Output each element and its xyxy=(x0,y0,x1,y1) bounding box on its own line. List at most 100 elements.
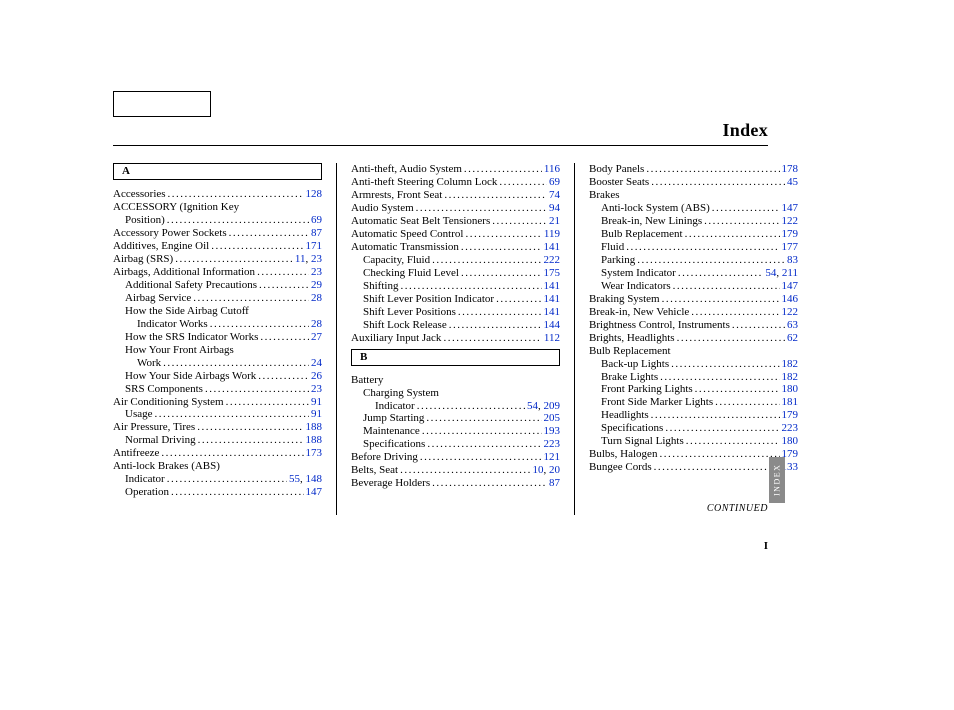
page-link[interactable]: 119 xyxy=(544,228,560,240)
page-link[interactable]: 63 xyxy=(787,319,798,331)
page-link[interactable]: 141 xyxy=(544,293,561,305)
page-link[interactable]: 223 xyxy=(544,438,561,450)
leader-dots xyxy=(426,412,541,425)
page-link[interactable]: 54 xyxy=(527,400,538,412)
index-entry: Headlights179 xyxy=(589,409,798,422)
page-link[interactable]: 147 xyxy=(782,202,799,214)
leader-dots xyxy=(492,215,547,228)
page-link[interactable]: 87 xyxy=(549,477,560,489)
page-link[interactable]: 27 xyxy=(311,331,322,343)
page-link[interactable]: 209 xyxy=(544,400,561,412)
index-entry-pages: 54, 209 xyxy=(525,400,560,413)
page-link[interactable]: 147 xyxy=(306,486,323,498)
index-entry: How Your Side Airbags Work26 xyxy=(113,370,322,383)
page-link[interactable]: 128 xyxy=(306,188,323,200)
index-entry: Audio System94 xyxy=(351,202,560,215)
page-link[interactable]: 211 xyxy=(782,267,798,279)
page-link[interactable]: 205 xyxy=(544,412,561,424)
page-link[interactable]: 91 xyxy=(311,396,322,408)
page-link[interactable]: 23 xyxy=(311,253,322,265)
page-link[interactable]: 28 xyxy=(311,292,322,304)
index-entry-label: Booster Seats xyxy=(589,176,651,189)
leader-dots xyxy=(171,486,304,499)
index-entry-label: Shift Lever Position Indicator xyxy=(363,293,496,306)
leader-dots xyxy=(259,279,309,292)
page-link[interactable]: 147 xyxy=(782,280,799,292)
leader-dots xyxy=(422,425,542,438)
index-entry-label: Normal Driving xyxy=(125,434,198,447)
page-link[interactable]: 141 xyxy=(544,241,561,253)
page-link[interactable]: 222 xyxy=(544,254,561,266)
page-link[interactable]: 182 xyxy=(782,358,799,370)
index-entry: Beverage Holders87 xyxy=(351,477,560,490)
index-entry-label: Fluid xyxy=(601,241,626,254)
index-entry: Anti-theft, Audio System116 xyxy=(351,163,560,176)
page-link[interactable]: 122 xyxy=(782,306,799,318)
page-link[interactable]: 148 xyxy=(306,473,323,485)
page-link[interactable]: 24 xyxy=(311,357,322,369)
leader-dots xyxy=(449,319,542,332)
page-title: Index xyxy=(722,120,768,141)
index-entry-pages: 188 xyxy=(304,421,323,434)
page-link[interactable]: 188 xyxy=(306,434,323,446)
page-link[interactable]: 188 xyxy=(306,421,323,433)
page-link[interactable]: 45 xyxy=(787,176,798,188)
page-link[interactable]: 94 xyxy=(549,202,560,214)
page-link[interactable]: 20 xyxy=(549,464,560,476)
page-link[interactable]: 23 xyxy=(311,266,322,278)
page-link[interactable]: 69 xyxy=(549,176,560,188)
page-link[interactable]: 173 xyxy=(306,447,323,459)
page-link[interactable]: 62 xyxy=(787,332,798,344)
page-link[interactable]: 69 xyxy=(311,214,322,226)
page-link[interactable]: 223 xyxy=(782,422,799,434)
page-link[interactable]: 177 xyxy=(782,241,799,253)
page-link[interactable]: 74 xyxy=(549,189,560,201)
index-entry-pages: 45 xyxy=(785,176,798,189)
index-entry-pages: 69 xyxy=(309,214,322,227)
page-link[interactable]: 121 xyxy=(544,451,561,463)
page-link[interactable]: 171 xyxy=(306,240,323,252)
page-link[interactable]: 26 xyxy=(311,370,322,382)
page-link[interactable]: 28 xyxy=(311,318,322,330)
index-entry: Airbag Service28 xyxy=(113,292,322,305)
index-entry: Maintenance193 xyxy=(351,425,560,438)
index-entry-label: Accessories xyxy=(113,188,168,201)
page-link[interactable]: 146 xyxy=(782,293,799,305)
index-entry-label: ACCESSORY (Ignition Key xyxy=(113,201,241,214)
page-link[interactable]: 55 xyxy=(289,473,300,485)
index-entry-label: Auxiliary Input Jack xyxy=(351,332,443,345)
page-link[interactable]: 175 xyxy=(544,267,561,279)
page-link[interactable]: 141 xyxy=(544,306,561,318)
page-link[interactable]: 23 xyxy=(311,383,322,395)
index-entry-label: Air Conditioning System xyxy=(113,396,226,409)
page-link[interactable]: 54 xyxy=(765,267,776,279)
index-entry-pages: 128 xyxy=(304,188,323,201)
leader-dots xyxy=(167,473,287,486)
page-link[interactable]: 178 xyxy=(782,163,799,175)
page-link[interactable]: 193 xyxy=(544,425,561,437)
leader-dots xyxy=(155,408,310,421)
page-link[interactable]: 141 xyxy=(544,280,561,292)
page-link[interactable]: 29 xyxy=(311,279,322,291)
page-link[interactable]: 144 xyxy=(544,319,561,331)
leader-dots xyxy=(465,228,541,241)
page-link[interactable]: 21 xyxy=(549,215,560,227)
page-link[interactable]: 83 xyxy=(787,254,798,266)
index-entry: Additional Safety Precautions29 xyxy=(113,279,322,292)
page-link[interactable]: 87 xyxy=(311,227,322,239)
page-link[interactable]: 179 xyxy=(782,409,799,421)
page-link[interactable]: 180 xyxy=(782,383,799,395)
page-link[interactable]: 112 xyxy=(544,332,560,344)
page-link[interactable]: 10 xyxy=(533,464,544,476)
page-link[interactable]: 179 xyxy=(782,228,799,240)
index-entry: Anti-lock Brakes (ABS) xyxy=(113,460,322,473)
index-entry-label: Shifting xyxy=(363,280,400,293)
page-link[interactable]: 181 xyxy=(782,396,799,408)
page-link[interactable]: 91 xyxy=(311,408,322,420)
page-link[interactable]: 122 xyxy=(782,215,799,227)
page-link[interactable]: 11 xyxy=(295,253,306,265)
page-link[interactable]: 116 xyxy=(544,163,560,175)
leader-dots xyxy=(712,202,780,215)
page-link[interactable]: 182 xyxy=(782,371,799,383)
page-link[interactable]: 180 xyxy=(782,435,799,447)
